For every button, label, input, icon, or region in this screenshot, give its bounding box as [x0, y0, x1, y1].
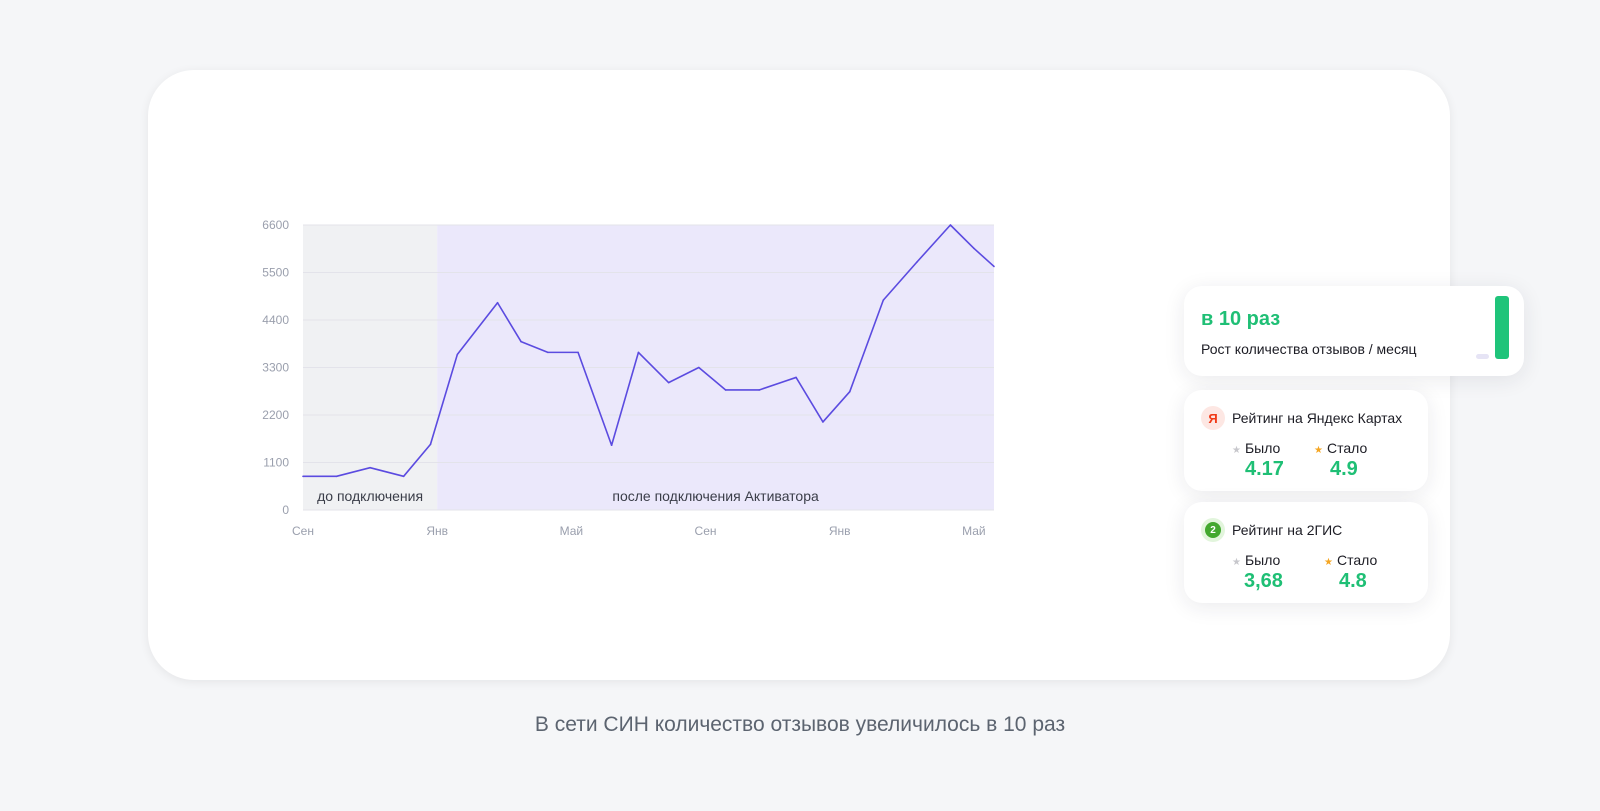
- yandex-now-text: Стало: [1326, 440, 1368, 456]
- data-point: [302, 475, 304, 478]
- data-point: [993, 265, 995, 268]
- yandex-icon: Я: [1201, 406, 1225, 430]
- 2gis-logo-mark: 2: [1205, 522, 1221, 538]
- x-tick-label: Янв: [829, 524, 851, 538]
- data-point: [973, 247, 975, 250]
- y-tick-label: 2200: [262, 408, 289, 422]
- y-tick-label: 4400: [262, 313, 289, 327]
- 2gis-now-label: ★ Стало: [1324, 552, 1377, 568]
- data-point: [822, 421, 824, 423]
- yandex-was-text: Было: [1244, 440, 1281, 456]
- data-point: [758, 389, 760, 391]
- star-gray-icon: ★: [1232, 557, 1241, 568]
- data-point: [610, 444, 613, 447]
- growth-subtitle: Рост количества отзывов / месяц: [1201, 341, 1417, 357]
- data-point: [795, 376, 797, 379]
- yandex-now-label: ★ Стало: [1314, 440, 1367, 456]
- yandex-was-label: ★ Было: [1232, 440, 1280, 456]
- data-point: [916, 261, 918, 263]
- y-tick-label: 6600: [262, 218, 289, 232]
- growth-title: в 10 раз: [1201, 308, 1281, 330]
- main-card: 0 1100 2200 3300 4400 5500 6600 Сен Янв Май Сен Янв…: [148, 70, 1524, 680]
- growth-card: в 10 раз Рост количества отзывов / месяц: [1184, 286, 1524, 376]
- region-label: после подключения Активатора: [612, 488, 819, 504]
- 2gis-icon: 2: [1201, 518, 1225, 542]
- data-point: [520, 340, 522, 343]
- data-point: [637, 351, 640, 354]
- data-point: [402, 475, 405, 478]
- 2gis-now-value: 4.8: [1339, 570, 1367, 592]
- data-point: [547, 351, 549, 354]
- data-point: [848, 390, 851, 393]
- series-line: [303, 224, 995, 478]
- 2gis-was-label: ★ Было: [1232, 552, 1280, 568]
- y-tick-label: 1100: [263, 456, 289, 470]
- 2gis-was-text: Было: [1244, 552, 1281, 568]
- data-point: [335, 475, 338, 478]
- y-tick-label: 0: [282, 503, 289, 517]
- reviews-line-chart: 0 1100 2200 3300 4400 5500 6600 Сен Янв Май Сен Янв…: [262, 218, 995, 538]
- data-point: [667, 381, 670, 384]
- x-tick-label: Май: [962, 524, 986, 538]
- x-tick-label: Янв: [426, 524, 448, 538]
- data-point: [429, 443, 432, 446]
- x-tick-label: Сен: [695, 524, 717, 538]
- growth-bar-after: [1495, 296, 1509, 359]
- data-point: [369, 466, 371, 469]
- yandex-was-value: 4.17: [1245, 458, 1284, 480]
- star-gray-icon: ★: [1232, 445, 1241, 456]
- 2gis-now-text: Стало: [1336, 552, 1378, 568]
- x-tick-label: Сен: [292, 524, 314, 538]
- star-gold-icon: ★: [1314, 445, 1323, 456]
- data-point: [882, 299, 885, 301]
- growth-bar-before: [1476, 354, 1489, 359]
- region-label: до подключения: [317, 488, 423, 504]
- yandex-rating-card: Я Рейтинг на Яндекс Картах ★ Было 4.17 ★ С…: [1184, 390, 1428, 491]
- data-point: [456, 353, 459, 356]
- 2gis-was-value: 3,68: [1244, 570, 1283, 592]
- data-point: [577, 351, 579, 354]
- data-point: [496, 301, 499, 304]
- y-tick-label: 3300: [262, 361, 289, 375]
- yandex-now-value: 4.9: [1330, 458, 1358, 480]
- yandex-rating-title: Рейтинг на Яндекс Картах: [1232, 410, 1403, 426]
- data-point: [949, 224, 952, 226]
- data-point: [698, 366, 700, 369]
- 2gis-rating-title: Рейтинг на 2ГИС: [1232, 522, 1343, 538]
- x-tick-label: Май: [560, 524, 584, 538]
- y-tick-label: 5500: [262, 266, 289, 280]
- data-point: [724, 389, 727, 391]
- caption: В сети СИН количество отзывов увеличилос…: [534, 713, 1066, 736]
- 2gis-rating-card: 2 Рейтинг на 2ГИС ★ Было 3,68 ★ Стало 4.8: [1184, 502, 1428, 603]
- star-gold-icon: ★: [1324, 557, 1333, 568]
